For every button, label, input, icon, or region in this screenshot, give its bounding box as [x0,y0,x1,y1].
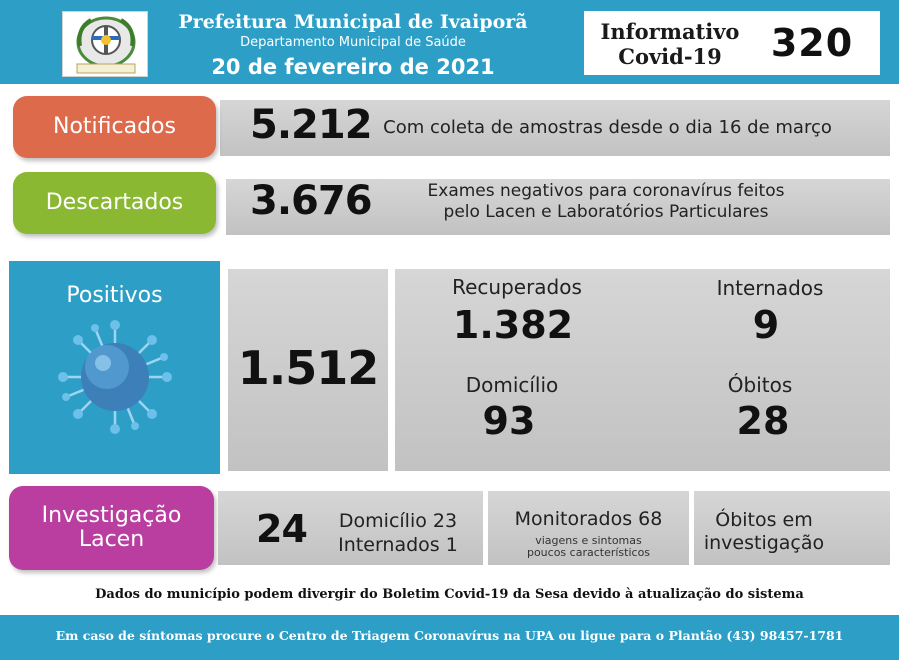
bulletin-date: 20 de fevereiro de 2021 [211,55,495,79]
investigacao-label: Investigação Lacen [9,486,214,570]
investigacao-internados: Internados 1 [338,534,458,556]
descartados-description: Exames negativos para coronavírus feitos… [396,181,816,223]
bulletin-info-box: Informativo Covid-19 320 [584,11,880,75]
header-bar: Prefeitura Municipal de Ivaiporã Departa… [0,0,899,84]
obitos-label: Óbitos [727,373,793,397]
descartados-description-line1: Exames negativos para coronavírus feitos [427,181,785,201]
notificados-description: Com coleta de amostras desde o dia 16 de… [383,117,832,138]
monitorados-note: viagens e sintomas poucos característico… [488,535,689,559]
bulletin-label-line2: Covid-19 [618,44,722,69]
monitorados-note-line2: poucos característicos [526,546,651,559]
municipal-coat-of-arms-icon [62,11,148,77]
notificados-stripe [220,100,890,156]
positivos-panel: Positivos [9,261,220,474]
descartados-label: Descartados [13,172,216,234]
investigacao-total-box: 24 Domicílio 23 Internados 1 [218,491,483,565]
disclaimer-text: Dados do município podem divergir do Bol… [95,587,804,602]
positivos-label: Positivos [66,283,163,308]
investigacao-label-line2: Lacen [78,527,145,552]
notificados-value: 5.212 [250,102,373,148]
investigacao-label-line1: Investigação [41,503,182,528]
obitos-investigacao-line2: investigação [703,532,825,554]
edition-number: 320 [770,21,854,65]
monitorados-note-line1: viagens e sintomas [535,534,642,547]
coronavirus-icon [58,320,172,434]
department-subtitle: Departamento Municipal de Saúde [240,35,466,50]
domicilio-label: Domicílio [465,373,559,397]
monitorados-value: Monitorados 68 [514,508,663,530]
descartados-description-line2: pelo Lacen e Laboratórios Particulares [443,202,769,222]
bulletin-label: Informativo Covid-19 [590,19,750,69]
positivos-total-box: 1.512 [228,269,388,471]
obitos-investigacao: Óbitos em investigação [694,509,834,555]
positivos-total-value: 1.512 [237,341,380,395]
page-title: Prefeitura Municipal de Ivaiporã [178,11,528,33]
internados-value: 9 [752,303,780,347]
recuperados-value: 1.382 [452,303,574,347]
bulletin-label-line1: Informativo [600,19,740,44]
obitos-value: 28 [736,399,790,443]
descartados-value: 3.676 [250,178,373,224]
investigacao-breakdown: Domicílio 23 Internados 1 [328,509,468,557]
domicilio-value: 93 [482,399,536,443]
monitorados-box: Monitorados 68 viagens e sintomas poucos… [488,491,689,565]
descartados-stripe [226,179,890,235]
obitos-investigacao-line1: Óbitos em [715,509,813,531]
notificados-label: Notificados [13,96,216,158]
positivos-breakdown-box: Recuperados 1.382 Internados 9 Domicílio… [395,269,890,471]
footer-contact-text: Em caso de síntomas procure o Centro de … [55,628,844,643]
recuperados-label: Recuperados [452,275,582,299]
footer-bar: Em caso de síntomas procure o Centro de … [0,615,899,660]
internados-label: Internados [716,276,824,300]
obitos-investigacao-box: Óbitos em investigação [694,491,890,565]
investigacao-domicilio: Domicílio 23 [338,510,458,532]
investigacao-total-value: 24 [256,507,308,551]
